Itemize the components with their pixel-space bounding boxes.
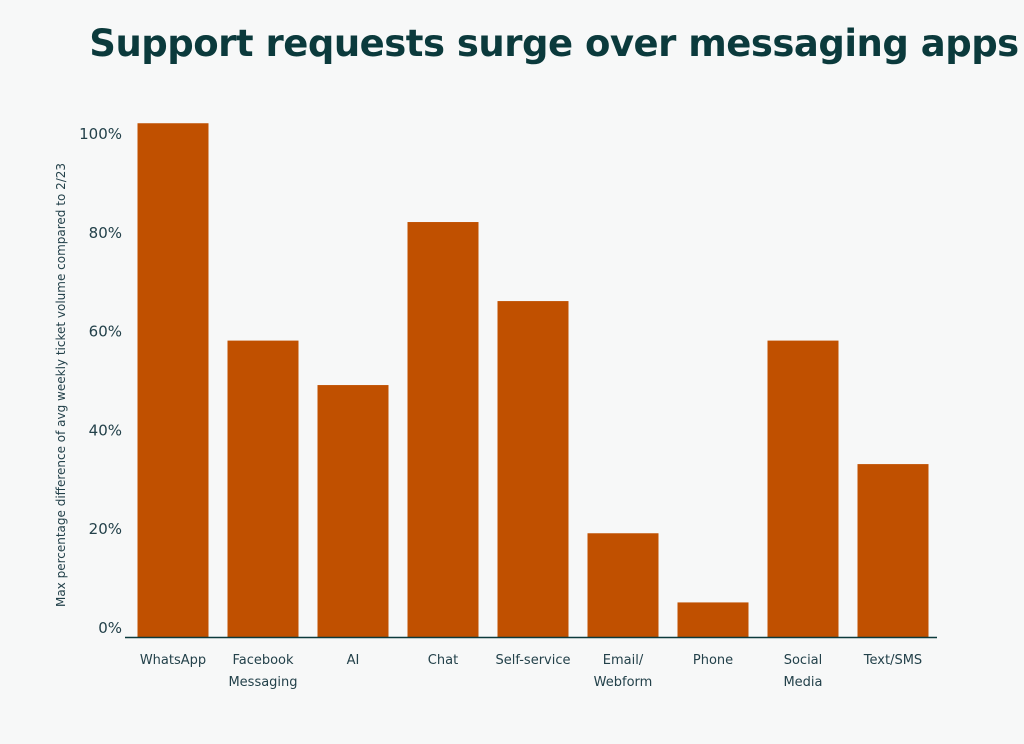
bar: [227, 340, 299, 637]
y-axis-title-group: Max percentage difference of avg weekly …: [54, 163, 68, 607]
y-ticks: 0% 20% 40% 60% 80% 100%: [79, 125, 122, 637]
y-tick-label: 20%: [89, 520, 122, 538]
chart-title: Support requests surge over messaging ap…: [89, 22, 1019, 65]
x-tick-label: Self-service: [496, 653, 571, 668]
y-tick-label: 60%: [89, 323, 122, 341]
bars: [137, 123, 929, 638]
x-tick-label: Webform: [594, 675, 653, 690]
x-tick-label: Email/: [603, 653, 644, 668]
y-tick-label: 40%: [89, 421, 122, 439]
x-tick-label: Phone: [693, 653, 733, 668]
bar: [317, 385, 389, 637]
x-tick-label: WhatsApp: [140, 653, 206, 668]
x-tick-label: Messaging: [228, 675, 297, 690]
x-tick-label: Text/SMS: [863, 653, 922, 668]
bar: [407, 222, 479, 638]
x-labels: WhatsApp Facebook Messaging AI Chat Self-serv…: [140, 653, 922, 690]
bar: [587, 533, 659, 637]
x-tick-label: AI: [347, 653, 360, 668]
x-tick-label: Facebook: [232, 653, 294, 668]
x-tick-label: Media: [783, 675, 822, 690]
x-tick-label: Chat: [428, 653, 458, 668]
bar: [497, 301, 569, 637]
bar: [767, 340, 839, 637]
y-tick-label: 80%: [89, 224, 122, 242]
y-axis-title: Max percentage difference of avg weekly …: [54, 163, 68, 607]
bar: [857, 464, 929, 637]
y-tick-label: 100%: [79, 125, 122, 143]
y-tick-label: 0%: [98, 619, 122, 637]
bar: [677, 602, 749, 637]
x-tick-label: Social: [784, 653, 823, 668]
bar: [137, 123, 209, 638]
